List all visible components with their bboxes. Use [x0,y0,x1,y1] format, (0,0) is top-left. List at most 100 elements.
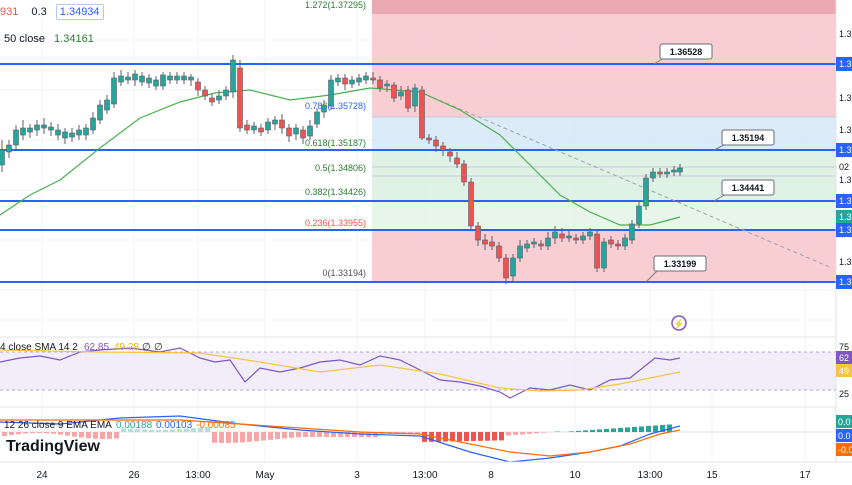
candle-body [580,235,586,241]
candle-body [538,243,544,247]
candle-body [412,87,418,107]
candles [0,55,683,284]
fib-zone-top [372,0,836,14]
candle-8 [55,124,61,140]
macd-histogram-bar [212,432,217,443]
candle-body [258,127,264,133]
candle-27 [188,74,194,86]
candle-13 [90,112,96,134]
macd-histogram-bar [443,432,448,442]
candle-73 [510,254,516,282]
candle-55 [384,80,390,92]
candle-2 [13,125,19,150]
macd-histogram-bar [576,430,581,432]
fib-zone-4 [372,201,836,230]
time-axis-label-5: 13:00 [412,470,437,481]
candle-48 [335,74,341,86]
price-axis-label-3: 1.3 [839,125,852,135]
candle-68 [475,222,481,246]
candle-body [13,129,19,146]
macd-histogram-bar [149,429,154,432]
candle-65 [454,152,460,168]
candle-61 [426,134,432,144]
candle-body [195,81,201,91]
candle-19 [132,70,138,86]
macd-histogram-bar [660,425,665,432]
callout-text: 1.34441 [732,183,765,193]
candle-body [286,127,292,137]
candle-body [601,241,607,269]
macd-histogram-bar [338,432,343,437]
candle-body [20,127,26,136]
macd-histogram-bar [499,432,504,441]
price-callout-0: 1.36528 [653,43,713,65]
candle-5 [34,120,40,136]
candle-64 [447,148,453,162]
candle-body [335,77,341,83]
fib-label-0.5: 0.5(1.34806) [315,163,366,173]
candle-35 [244,120,250,134]
legend-value-1: 931 [0,6,19,18]
candle-21 [146,74,152,88]
candle-body [216,95,222,101]
price-tag-bg-9 [836,223,852,237]
macd-histogram-bar [114,432,119,439]
macd-histogram-bar [191,428,196,432]
candle-body [97,104,103,121]
candle-body [181,75,187,81]
macd-histogram-bar [79,432,84,438]
macd-histogram-bar [471,432,476,441]
macd-histogram-bar [478,432,483,441]
macd-histogram-bar [233,432,238,443]
macd-histogram-bar [177,429,182,432]
candle-50 [349,76,355,88]
candle-84 [587,228,593,240]
candle-42 [293,124,299,140]
support-resistance-lines[interactable] [0,63,836,283]
candle-body [433,139,439,147]
candle-91 [636,200,642,228]
macd-histogram-bar [485,432,490,441]
candle-86 [601,238,607,272]
candle-body [90,117,96,131]
macd-legend-value-3: -0.00085 [196,420,236,431]
fib-label-0.382: 0.382(1.34426) [305,187,366,197]
candle-body [426,137,432,141]
candle-body [482,239,488,245]
candle-80 [559,228,565,242]
candle-body [503,257,509,279]
candle-body [391,84,397,99]
price-axis-label-5: 02 [839,162,849,172]
rsi-axis-tag-1 [836,351,852,364]
macd-histogram-bar [65,432,70,436]
macd-axis-tag-1 [836,429,852,442]
candle-77 [538,240,544,250]
fibonacci-retracement[interactable]: 0.786(1.35728) 0.618(1.35187) 0.5(1.34806)… [305,0,836,283]
tradingview-logo[interactable]: TradingView [6,438,100,455]
candle-body [566,235,572,239]
price-tag-bg-4 [836,143,852,157]
time-axis-label-0: 24 [36,470,48,481]
candle-3 [20,120,26,140]
macd-histogram-bar [51,432,56,434]
callout-box [653,255,707,272]
candle-body [419,89,425,139]
trend-line[interactable] [419,91,833,269]
price-axis-label-11: 1.3 [839,277,852,287]
candle-body [636,205,642,225]
macd-pane: 12 26 close 9 EMA EMA 0.00188 0.00103 -0.00… [0,406,836,463]
macd-histogram-bar [324,432,329,437]
candle-body [83,127,89,136]
candle-body [475,225,481,241]
candle-24 [167,72,173,84]
candle-95 [664,168,670,178]
candle-body [677,167,683,173]
callout-pointer [645,269,659,283]
candle-58 [405,86,411,112]
macd-histogram-bar [128,428,133,432]
price-callouts[interactable]: 1.36528 1.35194 1.34441 1.33199 ⚡ [645,43,775,331]
fib-label-0.236: 0.236(1.33955) [305,218,366,228]
candle-9 [62,128,68,144]
candle-22 [153,76,159,90]
